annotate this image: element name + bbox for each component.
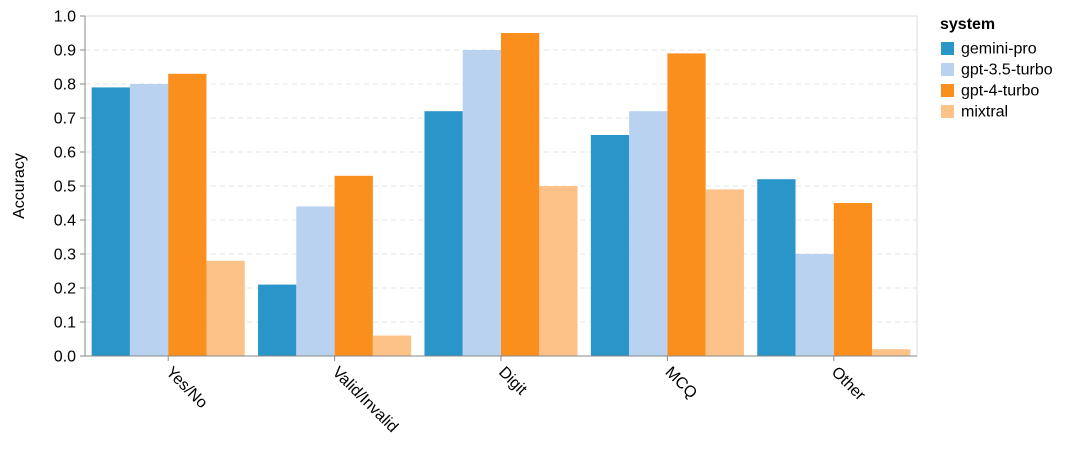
bar-gemini-pro <box>91 87 130 357</box>
bar-gpt-3.5-turbo <box>629 111 668 356</box>
legend-title: system <box>940 16 995 33</box>
x-tick-label: Digit <box>495 364 530 399</box>
bar-gemini-pro <box>757 179 796 356</box>
y-tick-label: 0.4 <box>54 213 76 230</box>
bar-gpt-4-turbo <box>334 175 373 356</box>
bar-gpt-4-turbo <box>501 33 540 356</box>
legend-label: mixtral <box>961 104 1008 121</box>
legend-label: gpt-3.5-turbo <box>961 62 1053 79</box>
y-axis-title: Accuracy <box>11 153 28 219</box>
legend: system gemini-pro gpt-3.5-turbo gpt-4-turb… <box>940 16 1053 121</box>
x-tick-label: Valid/Invalid <box>329 364 401 436</box>
bar-mixtral <box>206 260 245 356</box>
bar-gemini-pro <box>258 284 297 356</box>
bars <box>91 33 911 357</box>
bar-gemini-pro <box>590 135 630 356</box>
x-tick-label: Yes/No <box>162 364 210 412</box>
y-tick-label: 0.1 <box>54 315 76 332</box>
legend-swatch <box>941 63 954 76</box>
bar-gpt-3.5-turbo <box>129 84 169 356</box>
x-tick-label: Other <box>828 364 869 405</box>
y-tick-label: 0.6 <box>54 145 76 162</box>
legend-label: gemini-pro <box>961 41 1037 58</box>
bar-gpt-3.5-turbo <box>462 50 501 356</box>
y-tick-label: 0.7 <box>54 111 76 128</box>
bar-gpt-4-turbo <box>667 53 706 357</box>
y-tick-label: 1.0 <box>54 9 76 26</box>
bar-mixtral <box>705 189 744 356</box>
x-tick-label: MCQ <box>662 364 700 402</box>
y-tick-label: 0.0 <box>54 349 76 366</box>
y-tick-label: 0.5 <box>54 179 76 196</box>
bar-mixtral <box>372 335 412 356</box>
bar-mixtral <box>872 349 911 356</box>
bar-gpt-3.5-turbo <box>296 206 335 356</box>
legend-swatch <box>941 84 954 97</box>
bar-gpt-3.5-turbo <box>795 254 834 356</box>
legend-swatch <box>941 42 954 55</box>
bar-mixtral <box>539 186 578 356</box>
y-tick-label: 0.2 <box>54 281 76 298</box>
bar-gpt-4-turbo <box>168 73 207 357</box>
bar-gpt-4-turbo <box>833 203 873 356</box>
legend-label: gpt-4-turbo <box>961 83 1039 100</box>
y-tick-label: 0.9 <box>54 43 76 60</box>
legend-swatch <box>941 105 954 118</box>
y-tick-label: 0.8 <box>54 77 76 94</box>
y-tick-label: 0.3 <box>54 247 76 264</box>
bar-gemini-pro <box>424 111 463 356</box>
